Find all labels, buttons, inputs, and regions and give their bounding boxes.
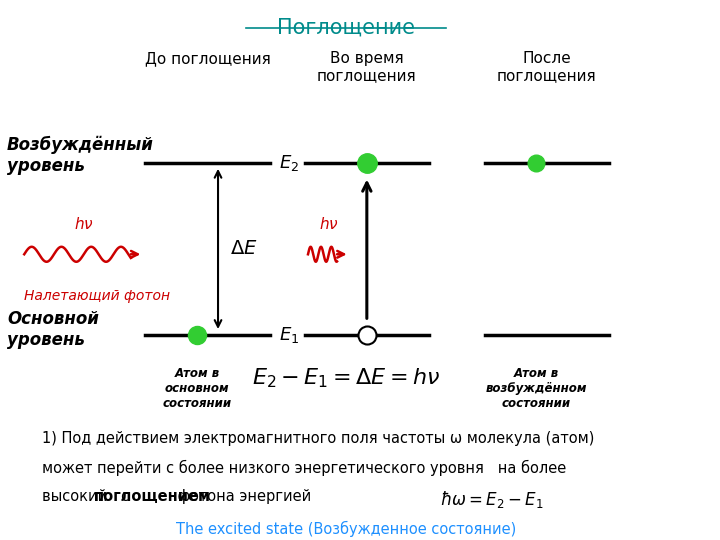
- Text: $\hbar\omega = E_2 - E_1$: $\hbar\omega = E_2 - E_1$: [439, 489, 543, 510]
- Text: Основной
уровень: Основной уровень: [7, 310, 99, 349]
- Text: До поглощения: До поглощения: [145, 51, 271, 66]
- Text: Во время
поглощения: Во время поглощения: [317, 51, 417, 83]
- Text: $\Delta E$: $\Delta E$: [230, 239, 258, 259]
- Text: Атом в
возбуждённом
состоянии: Атом в возбуждённом состоянии: [486, 367, 588, 410]
- Text: высокий   с: высокий с: [42, 489, 133, 504]
- Text: $E_1$: $E_1$: [279, 325, 300, 345]
- Text: $E_2$: $E_2$: [279, 153, 299, 173]
- Text: Поглощение: Поглощение: [277, 17, 415, 37]
- Text: 1) Под действием электромагнитного поля частоты ω молекула (атом): 1) Под действием электромагнитного поля …: [42, 431, 594, 446]
- Text: $h\nu$: $h\nu$: [74, 216, 94, 232]
- Text: может перейти с более низкого энергетического уровня   на более: может перейти с более низкого энергетиче…: [42, 460, 566, 476]
- Text: $h\nu$: $h\nu$: [319, 216, 338, 232]
- Text: The excited state (Возбужденное состояние): The excited state (Возбужденное состояни…: [176, 521, 516, 537]
- Text: фотона энергией: фотона энергией: [173, 489, 311, 504]
- Text: поглощением: поглощением: [94, 489, 210, 504]
- Text: $E_2 - E_1 = \Delta E = h\nu$: $E_2 - E_1 = \Delta E = h\nu$: [252, 367, 440, 390]
- Text: Атом в
основном
состоянии: Атом в основном состоянии: [163, 367, 232, 410]
- Text: После
поглощения: После поглощения: [497, 51, 597, 83]
- Text: Налетающий фотон: Налетающий фотон: [24, 289, 171, 303]
- Text: Возбуждённый
уровень: Возбуждённый уровень: [7, 136, 154, 175]
